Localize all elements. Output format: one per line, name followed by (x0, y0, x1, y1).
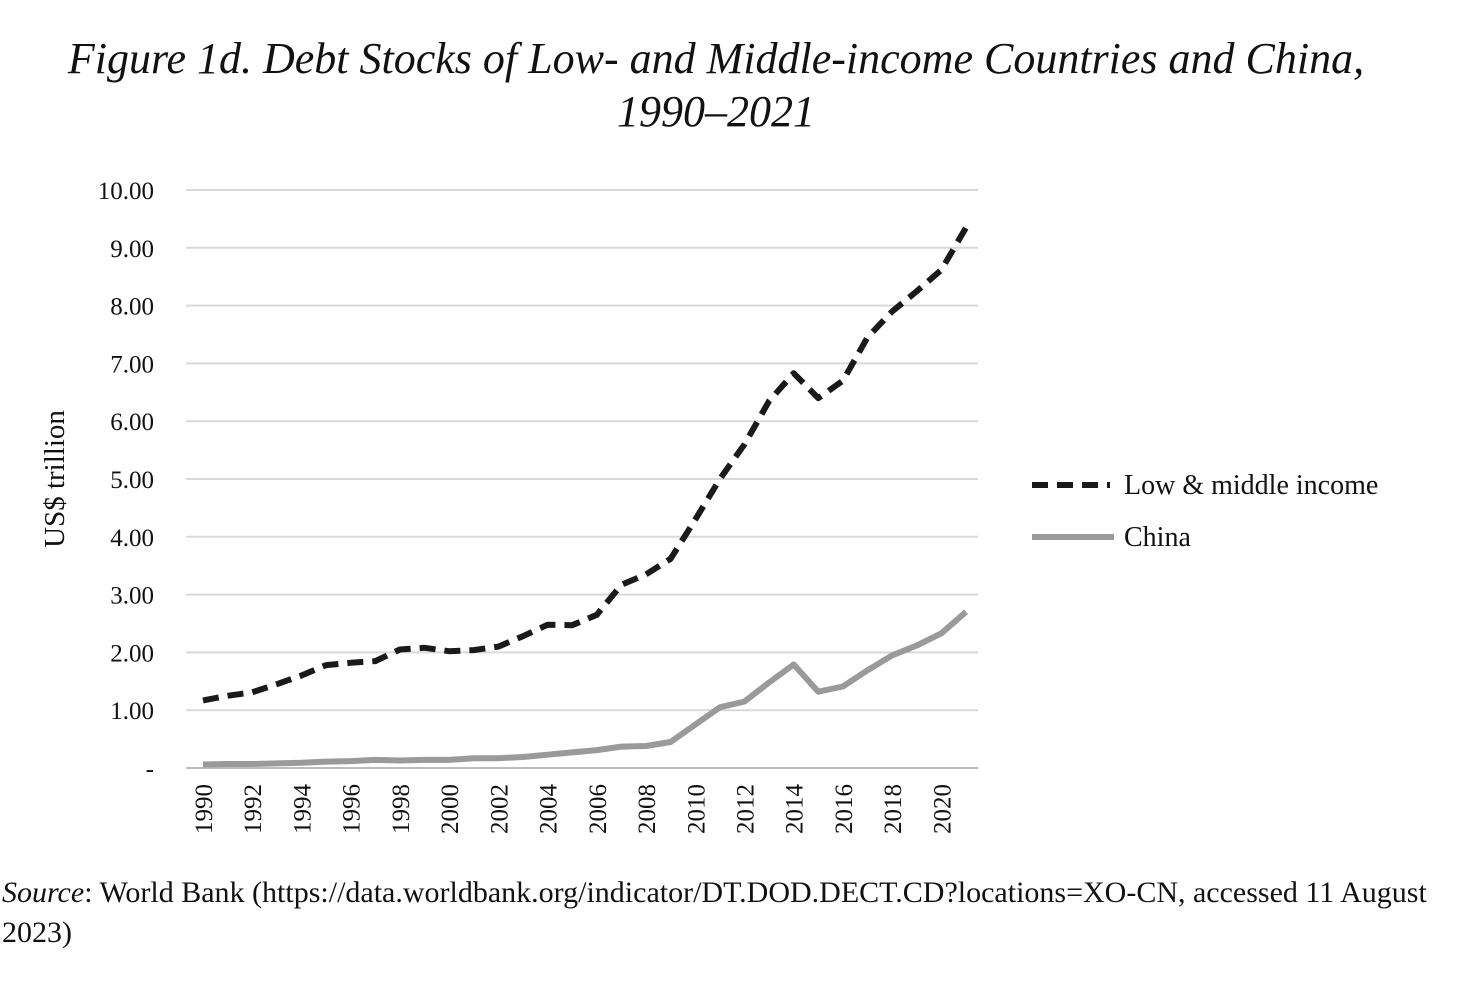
source-text: : World Bank (https://data.worldbank.org… (2, 876, 1427, 949)
x-tick-label: 2020 (929, 784, 956, 834)
x-tick-label: 2010 (683, 784, 710, 834)
x-tick-label: 2018 (880, 784, 907, 834)
y-tick-label: 3.00 (110, 583, 154, 610)
source-note: Source: World Bank (https://data.worldba… (2, 873, 1462, 953)
x-tick-label: 1994 (289, 784, 316, 835)
y-axis-label: US$ trillion (39, 410, 71, 548)
gridlines (186, 189, 978, 769)
legend: Low & middle income China (1032, 470, 1378, 553)
x-tick-label: 2006 (585, 784, 612, 834)
line-chart: - 1.00 2.00 3.00 4.00 5.00 6.00 7.00 8.00 9.00 10.… (39, 178, 1378, 835)
x-tick-label: 2000 (437, 784, 464, 834)
series-lines (202, 226, 969, 768)
y-tick-label: - (146, 756, 154, 783)
x-tick-label: 1996 (339, 784, 366, 834)
y-tick-label: 2.00 (110, 640, 154, 667)
series-line-low-middle-income (202, 226, 969, 704)
y-tick-label: 5.00 (110, 467, 154, 494)
y-tick-label: 9.00 (110, 236, 154, 263)
source-label: Source (2, 876, 85, 909)
chart-title-line1: Figure 1d. Debt Stocks of Low- and Middl… (67, 34, 1365, 83)
y-tick-label: 10.00 (98, 178, 154, 205)
legend-label-china: China (1124, 522, 1191, 553)
y-axis-ticks: - 1.00 2.00 3.00 4.00 5.00 6.00 7.00 8.00 9.00 10.… (98, 178, 154, 783)
y-tick-label: 6.00 (110, 409, 154, 436)
y-tick-label: 8.00 (110, 294, 154, 321)
x-tick-label: 1992 (240, 784, 267, 834)
chart-title: Figure 1d. Debt Stocks of Low- and Middl… (0, 32, 1432, 138)
x-axis-ticks: 1990 1992 1994 1996 1998 2000 2002 2004 2006 2008… (191, 784, 956, 835)
x-tick-label: 2016 (831, 784, 858, 834)
x-tick-label: 1990 (191, 784, 218, 834)
x-tick-label: 2004 (536, 784, 563, 835)
chart-title-line2: 1990–2021 (617, 87, 815, 136)
x-tick-label: 2002 (486, 784, 513, 834)
x-tick-label: 2014 (782, 784, 809, 835)
series-line-china (202, 609, 968, 768)
x-tick-label: 2012 (732, 784, 759, 834)
y-tick-label: 4.00 (110, 525, 154, 552)
y-tick-label: 1.00 (110, 698, 154, 725)
x-tick-label: 2008 (634, 784, 661, 834)
y-tick-label: 7.00 (110, 351, 154, 378)
legend-label-low-middle-income: Low & middle income (1124, 470, 1378, 501)
x-tick-label: 1998 (388, 784, 415, 834)
